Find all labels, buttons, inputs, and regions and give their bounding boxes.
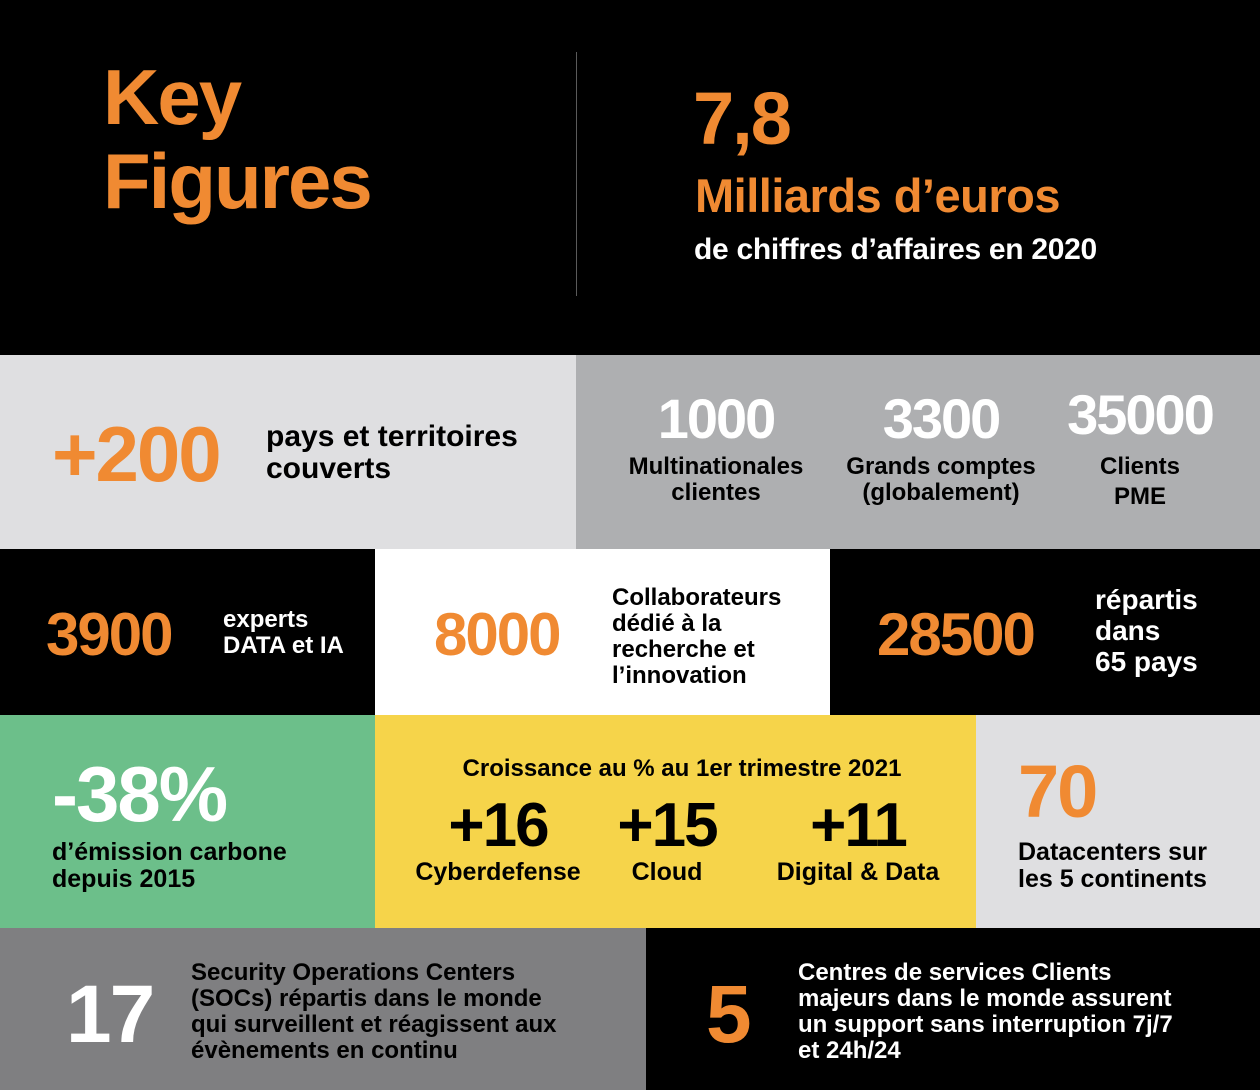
experts-tile: 3900 experts DATA et IA	[0, 549, 375, 715]
growth-cloud: +15 Cloud	[587, 795, 747, 885]
research-value: 8000	[434, 601, 561, 668]
pme-label-line2: PME	[1113, 482, 1166, 510]
clients-tile: 1000 Multinationales clientes 3300 Grand…	[576, 355, 1260, 549]
service-centers-label-line2: majeurs dans le monde assurent	[798, 984, 1172, 1012]
experts-label: experts DATA et IA	[223, 607, 344, 659]
service-centers-label: Centres de services Clients majeurs dans…	[798, 960, 1173, 1064]
staff-tile: 28500 répartis dans 65 pays	[830, 549, 1260, 715]
header-divider	[576, 52, 577, 296]
pme-label-line1: Clients	[1099, 453, 1180, 480]
socs-label-line3: qui surveillent et réagissent aux	[191, 1010, 557, 1038]
carbon-tile: -38% d’émission carbone depuis 2015	[0, 715, 375, 928]
cloud-value: +15	[617, 791, 718, 860]
staff-label-line1: répartis	[1095, 584, 1198, 615]
pme-label: Clients PME	[1050, 454, 1230, 510]
service-centers-value: 5	[706, 969, 752, 1060]
cloud-label: Cloud	[631, 858, 703, 886]
datacenters-value: 70	[1018, 750, 1098, 833]
datacenters-label-line2: les 5 continents	[1018, 865, 1207, 893]
research-label-line1: Collaborateurs	[612, 584, 782, 611]
multinationales-label: Multinationales clientes	[616, 454, 816, 506]
revenue-caption: de chiffres d’affaires en 2020	[694, 233, 1097, 266]
staff-label-line2: dans	[1095, 614, 1161, 646]
service-centers-label-line4: et 24h/24	[798, 1036, 901, 1064]
pme-stat: 35000 Clients PME	[1050, 387, 1230, 510]
service-centers-label-line1: Centres de services Clients	[798, 959, 1112, 986]
research-tile: 8000 Collaborateurs dédié à la recherche…	[375, 549, 830, 715]
carbon-label-line2: depuis 2015	[52, 865, 196, 893]
growth-digital-data: +11 Digital & Data	[763, 795, 953, 885]
research-label-line2: dédié à la	[612, 609, 722, 637]
research-label-line3: recherche et	[612, 635, 755, 663]
revenue-value: 7,8	[693, 77, 792, 160]
countries-label: pays et territoires couverts	[266, 420, 518, 486]
multinationales-label-line1: Multinationales	[628, 453, 804, 480]
datacenters-label-line1: Datacenters sur	[1018, 838, 1207, 866]
header-section: Key Figures 7,8 Milliards d’euros de chi…	[0, 0, 1260, 355]
socs-label-line2: (SOCs) répartis dans le monde	[191, 984, 542, 1012]
grands-comptes-label-line1: Grands comptes	[846, 453, 1036, 480]
pme-value: 35000	[1067, 383, 1215, 446]
cyberdefense-value: +16	[448, 791, 549, 860]
countries-label-line1: pays et territoires	[266, 420, 518, 453]
datacenters-tile: 70 Datacenters sur les 5 continents	[976, 715, 1260, 928]
growth-cyberdefense: +16 Cyberdefense	[403, 795, 593, 885]
countries-tile: +200 pays et territoires couverts	[0, 355, 576, 549]
service-centers-tile: 5 Centres de services Clients majeurs da…	[646, 928, 1260, 1090]
multinationales-value: 1000	[657, 387, 777, 450]
experts-label-line1: experts	[223, 606, 309, 633]
socs-label-line1: Security Operations Centers	[191, 959, 516, 986]
multinationales-stat: 1000 Multinationales clientes	[616, 391, 816, 506]
research-label-line4: l’innovation	[612, 661, 747, 689]
grands-comptes-label-line2: (globalement)	[862, 478, 1020, 506]
countries-value: +200	[52, 410, 222, 498]
socs-value: 17	[66, 969, 155, 1060]
staff-value: 28500	[877, 601, 1036, 668]
title-key: Key	[103, 53, 242, 141]
experts-label-line2: DATA et IA	[223, 631, 344, 659]
socs-label: Security Operations Centers (SOCs) répar…	[191, 960, 556, 1064]
grands-comptes-label: Grands comptes (globalement)	[831, 454, 1051, 506]
countries-label-line2: couverts	[266, 452, 392, 486]
carbon-value: -38%	[52, 750, 228, 838]
service-centers-label-line3: un support sans interruption 7j/7	[798, 1010, 1173, 1038]
grands-comptes-stat: 3300 Grands comptes (globalement)	[831, 391, 1051, 506]
cyberdefense-label: Cyberdefense	[415, 858, 581, 886]
experts-value: 3900	[46, 601, 173, 668]
carbon-label: d’émission carbone depuis 2015	[52, 839, 287, 893]
socs-label-line4: évènements en continu	[191, 1036, 458, 1064]
staff-label-line3: 65 pays	[1095, 645, 1198, 677]
grands-comptes-value: 3300	[882, 387, 1002, 450]
datacenters-label: Datacenters sur les 5 continents	[1018, 839, 1207, 893]
growth-heading: Croissance au % au 1er trimestre 2021	[462, 755, 902, 782]
digital-data-value: +11	[810, 791, 908, 860]
carbon-label-line1: d’émission carbone	[52, 838, 287, 866]
revenue-unit: Milliards d’euros	[695, 169, 1060, 222]
socs-tile: 17 Security Operations Centers (SOCs) ré…	[0, 928, 646, 1090]
research-label: Collaborateurs dédié à la recherche et l…	[612, 585, 781, 689]
staff-label: répartis dans 65 pays	[1095, 584, 1198, 677]
title-figures: Figures	[103, 137, 373, 225]
digital-data-label: Digital & Data	[776, 858, 940, 886]
multinationales-label-line2: clientes	[671, 478, 761, 506]
growth-tile: Croissance au % au 1er trimestre 2021 +1…	[375, 715, 976, 928]
